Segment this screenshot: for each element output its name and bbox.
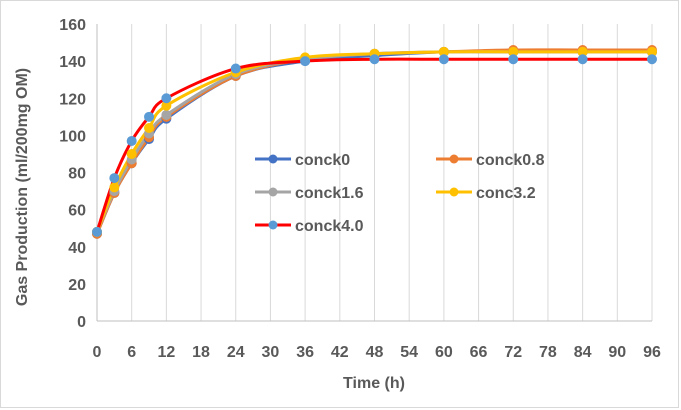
x-tick-label: 60 (435, 344, 453, 361)
y-axis-title: Gas Production (ml/200mg OM) (14, 68, 31, 306)
data-point-conck4.0 (161, 93, 172, 104)
data-point-conck4.0 (144, 111, 155, 122)
y-tick-label: 160 (59, 17, 86, 34)
legend-label: conck1.6 (295, 185, 364, 202)
series-points (92, 44, 657, 239)
x-tick-label: 90 (608, 344, 626, 361)
legend-label: conc3.2 (476, 185, 536, 202)
legend-label: conck0.8 (476, 152, 545, 169)
data-point-conck4.0 (369, 54, 380, 65)
x-tick-label: 66 (470, 344, 488, 361)
x-tick-label: 48 (366, 344, 384, 361)
data-point-conc3.2 (109, 182, 120, 193)
x-tick-label: 54 (400, 344, 418, 361)
x-tick-label: 24 (227, 344, 245, 361)
y-tick-label: 120 (59, 91, 86, 108)
data-point-conc3.2 (126, 148, 137, 159)
x-tick-label: 18 (192, 344, 210, 361)
y-tick-label: 20 (68, 277, 86, 294)
legend-label: conck0 (295, 152, 350, 169)
data-point-conc3.2 (144, 122, 155, 133)
x-tick-label: 78 (539, 344, 557, 361)
y-tick-label: 100 (59, 128, 86, 145)
grid-lines (96, 24, 653, 321)
y-tick-label: 80 (68, 166, 86, 183)
legend-label: conck4.0 (295, 218, 364, 235)
data-point-conck4.0 (647, 54, 657, 65)
y-tick-label: 40 (68, 240, 86, 257)
legend-swatch-marker (268, 220, 278, 230)
legend-swatch-marker (449, 154, 459, 164)
y-axis-ticks: 0 20 40 60 80 100 120 140 160 (59, 17, 86, 331)
legend-swatch-marker (449, 187, 459, 197)
data-point-conck4.0 (109, 173, 120, 184)
data-point-conck4.0 (508, 54, 519, 65)
data-point-conck4.0 (126, 135, 137, 146)
data-point-conck1.6 (161, 109, 172, 120)
data-point-conck4.0 (92, 226, 102, 237)
x-tick-label: 72 (504, 344, 522, 361)
x-tick-label: 0 (93, 344, 102, 361)
x-tick-label: 12 (157, 344, 175, 361)
x-tick-label: 96 (643, 344, 661, 361)
axes (96, 24, 652, 322)
legend: conck0 conck0.8 conck1.6 conc3.2 conck4.0 (255, 152, 545, 235)
x-tick-label: 6 (127, 344, 136, 361)
x-axis-ticks: 0 6 12 18 24 30 36 42 48 54 60 66 72 78 84 90 96 (93, 344, 661, 361)
data-point-conck4.0 (300, 56, 311, 67)
data-point-conck4.0 (438, 54, 449, 65)
x-axis-title: Time (h) (343, 375, 405, 392)
data-point-conck4.0 (230, 63, 241, 74)
x-tick-label: 36 (296, 344, 314, 361)
data-point-conck4.0 (577, 54, 588, 65)
legend-swatch-marker (268, 154, 278, 164)
x-tick-label: 30 (262, 344, 280, 361)
y-tick-label: 0 (77, 314, 86, 331)
legend-swatch-marker (268, 187, 278, 197)
y-tick-label: 60 (68, 203, 86, 220)
x-tick-label: 42 (331, 344, 349, 361)
x-tick-label: 84 (574, 344, 592, 361)
y-tick-label: 140 (59, 54, 86, 71)
